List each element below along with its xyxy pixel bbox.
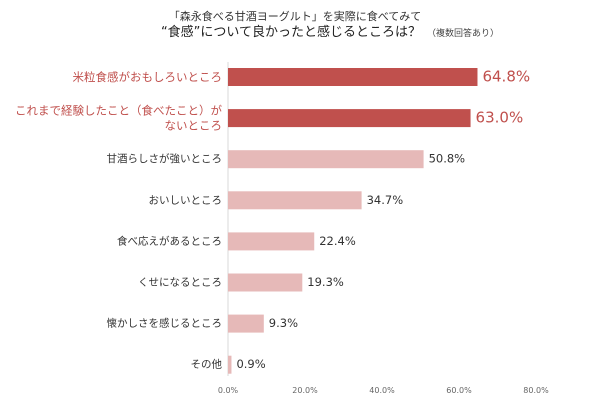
bar-3 bbox=[228, 150, 424, 169]
category-label-line: 食べ応えがあるところ bbox=[117, 234, 222, 247]
category-label-line: 米粒食感がおもしろいところ bbox=[73, 70, 223, 84]
bar-1 bbox=[228, 68, 478, 86]
category-label-8: その他 bbox=[191, 358, 223, 371]
value-label-8: 0.9% bbox=[236, 357, 265, 371]
category-label-line: 甘酒らしさが強いところ bbox=[107, 152, 223, 165]
chart-subtitle: “食感”について良かったと感じるところは？ bbox=[160, 25, 422, 40]
value-label-2: 63.0% bbox=[476, 109, 524, 127]
category-label-7: 懐かしさを感じるところ bbox=[107, 317, 223, 330]
x-tick-label-3: 40.0% bbox=[369, 386, 395, 395]
x-tick-label-2: 20.0% bbox=[292, 386, 318, 395]
value-label-7: 9.3% bbox=[269, 316, 298, 330]
bar-2 bbox=[228, 109, 471, 128]
value-label-5: 22.4% bbox=[319, 234, 356, 248]
category-label-line: その他 bbox=[191, 358, 223, 371]
bar-5 bbox=[228, 232, 315, 251]
chart-title: 「森永食べる甘酒ヨーグルト」を実際に食べてみて bbox=[168, 10, 422, 23]
chart-title-block: 「森永食べる甘酒ヨーグルト」を実際に食べてみて “食感”について良かったと感じる… bbox=[0, 10, 590, 43]
value-label-4: 34.7% bbox=[367, 193, 404, 207]
category-label-line: 懐かしさを感じるところ bbox=[107, 317, 223, 330]
category-label-3: 甘酒らしさが強いところ bbox=[107, 152, 223, 165]
category-label-line: くせになるところ bbox=[138, 277, 222, 289]
category-label-2: これまで経験したこと（食べたこと）がないところ bbox=[15, 103, 222, 132]
bar-6 bbox=[228, 273, 303, 292]
category-label-line: おいしいところ bbox=[149, 194, 223, 206]
x-tick-label-5: 80.0% bbox=[523, 386, 549, 395]
x-tick-label-4: 60.0% bbox=[446, 386, 472, 395]
category-label-4: おいしいところ bbox=[149, 194, 223, 206]
bar-4 bbox=[228, 191, 362, 210]
value-label-1: 64.8% bbox=[482, 68, 530, 86]
bar-8 bbox=[228, 355, 232, 374]
bar-7 bbox=[228, 314, 264, 333]
category-label-1: 米粒食感がおもしろいところ bbox=[73, 70, 223, 84]
category-label-5: 食べ応えがあるところ bbox=[117, 234, 222, 247]
chart-subtitle-row: “食感”について良かったと感じるところは？ （複数回答あり） bbox=[70, 24, 590, 43]
value-label-6: 19.3% bbox=[307, 275, 344, 289]
x-tick-label-1: 0.0% bbox=[218, 386, 239, 395]
chart-note: （複数回答あり） bbox=[427, 29, 500, 39]
value-label-3: 50.8% bbox=[429, 152, 466, 166]
category-label-6: くせになるところ bbox=[138, 277, 222, 289]
category-label-line: ないところ bbox=[165, 118, 223, 132]
category-label-line: これまで経験したこと（食べたこと）が bbox=[15, 103, 222, 117]
